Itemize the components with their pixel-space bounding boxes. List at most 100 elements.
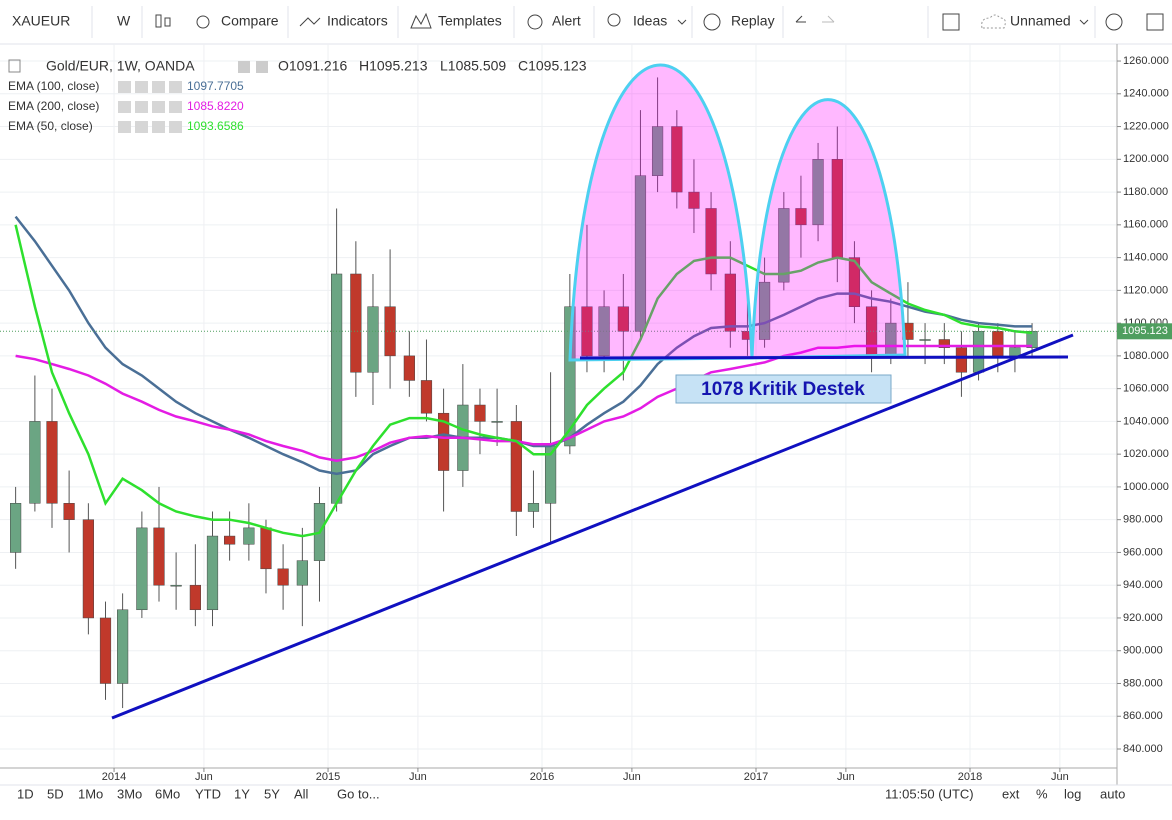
indicator-button[interactable] (152, 101, 165, 113)
candle-body (296, 560, 308, 586)
plot (0, 77, 1117, 709)
candle-body (29, 421, 41, 504)
bottom-bar: 1D 5D 1Mo 3Mo 6Mo YTD 1Y 5Y All ext% log auto (17, 786, 1125, 801)
indicator-button[interactable] (135, 101, 148, 113)
ideas-button[interactable]: Ideas (633, 13, 667, 29)
indicator-value: 1093.6586 (187, 119, 244, 133)
trend-line (111, 333, 1074, 720)
candle-body (688, 191, 700, 209)
range-button[interactable]: 1Mo (78, 786, 103, 801)
indicator-value: 1097.7705 (187, 79, 244, 93)
indicator-button[interactable] (169, 121, 182, 133)
scale-option[interactable]: % (1036, 786, 1048, 801)
candle-body (277, 568, 289, 586)
collapse-icon[interactable] (8, 59, 21, 73)
redo-icon[interactable] (822, 15, 835, 23)
range-button[interactable]: 3Mo (117, 786, 142, 801)
y-tick-label: 880.000 (1123, 677, 1163, 689)
scale-option[interactable]: ext (1002, 786, 1020, 801)
x-tick-label: 2015 (316, 771, 340, 783)
y-tick-label: 1020.000 (1123, 448, 1169, 460)
ideas-caret (677, 19, 687, 25)
y-tick-label: 1120.000 (1123, 284, 1168, 296)
candle-body (224, 535, 236, 545)
y-tick-label: 980.000 (1123, 514, 1163, 526)
interval-button[interactable]: W (117, 13, 131, 29)
range-button[interactable]: All (294, 786, 309, 801)
range-button[interactable]: 6Mo (155, 786, 180, 801)
candle-body (527, 503, 540, 512)
candle-body (919, 339, 931, 341)
grid (0, 44, 1117, 768)
indicator-button[interactable] (169, 101, 182, 113)
scale-option[interactable]: auto (1100, 786, 1125, 801)
y-tick-label: 1260.000 (1123, 55, 1169, 67)
candle-body (972, 331, 985, 373)
fullscreen-icon[interactable] (942, 13, 960, 31)
y-tick-label: 1200.000 (1123, 153, 1169, 165)
alert-button[interactable]: Alert (552, 13, 581, 29)
y-tick-label: 940.000 (1123, 579, 1163, 591)
templates-button[interactable]: Templates (438, 13, 502, 29)
candle-body (724, 273, 736, 332)
indicator-button[interactable] (118, 81, 131, 93)
head-arch-right (750, 98, 907, 360)
indicator-button[interactable] (152, 81, 165, 93)
candle-body (705, 208, 717, 275)
head-arch-left (568, 63, 754, 362)
indicator-button[interactable] (169, 81, 182, 93)
layout-name[interactable]: Unnamed (1010, 13, 1071, 29)
candle-body (330, 273, 343, 504)
undo-icon[interactable] (795, 15, 806, 23)
indicator-button[interactable] (118, 121, 131, 133)
candle-body (136, 527, 148, 611)
compare-button[interactable]: Compare (221, 13, 279, 29)
candle-body (99, 617, 112, 684)
replay-button[interactable]: Replay (731, 13, 775, 29)
range-button[interactable]: 5Y (264, 786, 280, 801)
indicator-button[interactable] (135, 81, 148, 93)
range-button[interactable]: YTD (195, 786, 221, 801)
x-tick-label: 2018 (958, 771, 982, 783)
y-tick-label: 1140.000 (1123, 252, 1168, 264)
symbol[interactable]: XAUEUR (12, 13, 70, 29)
range-button[interactable]: 1D (17, 786, 34, 801)
candle-body (170, 584, 182, 587)
candle-body (474, 404, 486, 422)
candle-body (117, 609, 129, 684)
range-button[interactable]: 5D (47, 786, 64, 801)
indicator-legend: EMA (100, close) 1097.7705 EMA (200, close… (8, 79, 244, 133)
goto-button[interactable]: Go to... (337, 786, 380, 801)
range-button[interactable]: 1Y (234, 786, 250, 801)
candle-body (510, 421, 522, 512)
y-tick-label: 840.000 (1123, 743, 1163, 755)
indicators-button[interactable]: Indicators (327, 13, 388, 29)
support-line (579, 355, 1069, 360)
indicator-button[interactable] (152, 121, 165, 133)
candle-body (206, 535, 219, 611)
y-tick-label: 1040.000 (1123, 415, 1169, 427)
ema-line (14, 224, 1033, 538)
y-tick-label: 1220.000 (1123, 120, 1169, 132)
ema-line (15, 344, 1032, 462)
x-tick-label: Jun (1051, 771, 1069, 783)
annotation: 1078 Kritik Destek (701, 379, 865, 400)
indicator-button[interactable] (135, 121, 148, 133)
toolbar (0, 0, 1172, 44)
indicator-button[interactable] (118, 101, 131, 113)
candle-body (10, 503, 22, 553)
axes: 840.000 860.000 880.000 900.000 920.000 940.0… (102, 55, 1172, 783)
last-price-tag (1117, 323, 1172, 340)
compare-icon (196, 15, 210, 29)
toolbar-separators (91, 6, 1096, 38)
legend-close: C1095.123 (518, 58, 587, 74)
legend-buttons (238, 61, 268, 73)
candle-body (651, 126, 664, 176)
indicator-name: EMA (50, close) (8, 119, 93, 133)
scale-option[interactable]: log (1064, 786, 1081, 801)
snapshot-icon[interactable] (1146, 13, 1164, 31)
settings-icon[interactable] (1105, 13, 1123, 31)
candle-body (955, 347, 968, 373)
candle-body (243, 527, 255, 545)
